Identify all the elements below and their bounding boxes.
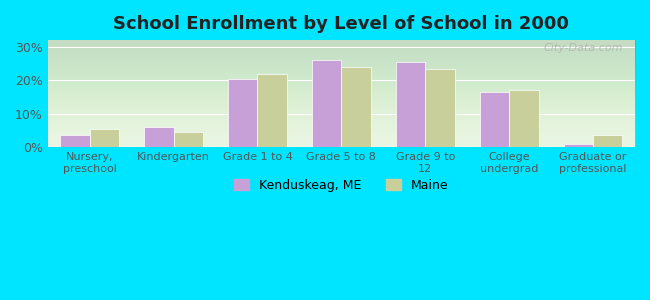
Title: School Enrollment by Level of School in 2000: School Enrollment by Level of School in … bbox=[114, 15, 569, 33]
Bar bbox=[396, 62, 425, 147]
Bar bbox=[425, 68, 454, 147]
Bar bbox=[144, 127, 174, 147]
Legend: Kenduskeag, ME, Maine: Kenduskeag, ME, Maine bbox=[229, 173, 454, 196]
Bar bbox=[509, 90, 538, 147]
Bar bbox=[341, 67, 370, 147]
Bar bbox=[312, 60, 341, 147]
Bar bbox=[228, 79, 257, 147]
Bar bbox=[480, 92, 509, 147]
Text: City-Data.com: City-Data.com bbox=[544, 43, 623, 53]
Bar bbox=[90, 129, 119, 147]
Bar bbox=[174, 132, 203, 147]
Bar bbox=[593, 135, 623, 147]
Bar bbox=[60, 135, 90, 147]
Bar bbox=[564, 144, 593, 147]
Bar bbox=[257, 74, 287, 147]
